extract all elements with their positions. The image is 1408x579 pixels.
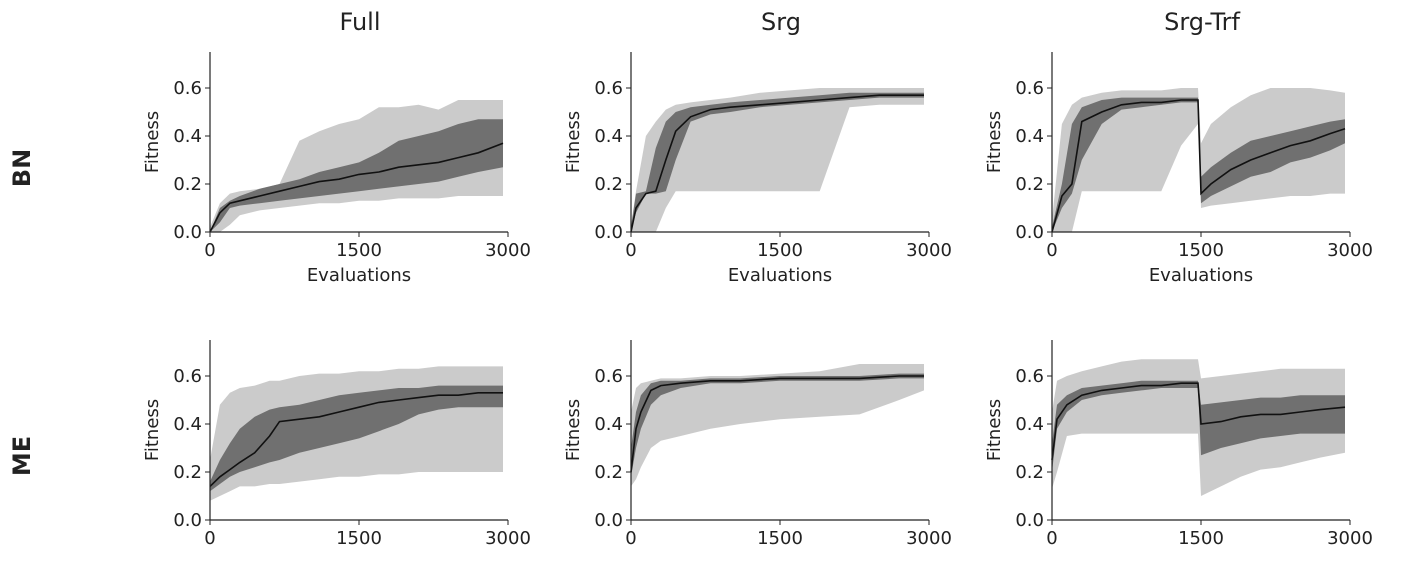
x-tick-label-me-srg-trf: 1500 (1178, 528, 1224, 549)
outer-band-me-srg-trf (1052, 359, 1345, 496)
y-tick-label-me-full: 0.4 (173, 414, 202, 435)
y-axis-label-me-full: Fitness (142, 399, 163, 461)
y-tick-label-me-srg-trf: 0.4 (1015, 414, 1044, 435)
y-axis-label-bn-full: Fitness (142, 111, 163, 173)
y-axis-label-bn-srg: Fitness (563, 111, 584, 173)
y-tick-label-me-full: 0.0 (173, 510, 202, 531)
outer-band-bn-srg-trf (1052, 88, 1345, 232)
mean-line-bn-srg (630, 94, 924, 233)
x-tick-label-bn-srg: 1500 (757, 240, 803, 261)
inner-band-me-full (210, 385, 503, 492)
x-tick-label-bn-srg: 0 (625, 240, 636, 261)
y-axis-label-me-srg: Fitness (563, 399, 584, 461)
y-tick-label-me-srg-trf: 0.2 (1015, 462, 1044, 483)
outer-band-bn-srg (631, 88, 924, 232)
subplot-bn-full: 0.0 0.2 0.4 0.6 0 1500 3000 Fitness Evaluations (142, 52, 531, 286)
y-tick-label-me-srg: 0.2 (594, 462, 623, 483)
x-tick-label-bn-full: 0 (204, 240, 215, 261)
x-tick-label-me-srg: 0 (625, 528, 636, 549)
y-tick-label-bn-srg-trf: 0.6 (1015, 78, 1044, 99)
subplot-me-srg: 0.0 0.2 0.4 0.6 0 1500 3000 Fitness (563, 340, 952, 549)
y-tick-label-bn-full: 0.6 (173, 78, 202, 99)
subplot-bn-srg-trf: 0.0 0.2 0.4 0.6 0 1500 3000 Fitness Evaluations (984, 52, 1373, 286)
inner-band-me-srg-trf (1052, 380, 1345, 472)
y-tick-label-bn-srg-trf: 0.0 (1015, 222, 1044, 243)
subplot-me-srg-trf: 0.0 0.2 0.4 0.6 0 1500 3000 Fitness (984, 340, 1373, 549)
x-tick-label-bn-srg-trf: 0 (1046, 240, 1057, 261)
x-tick-label-bn-srg: 3000 (906, 240, 952, 261)
y-tick-label-bn-srg: 0.4 (594, 126, 623, 147)
y-tick-label-me-full: 0.2 (173, 462, 202, 483)
mean-line-bn-srg-trf (1051, 99, 1346, 233)
mean-line-me-srg (630, 375, 924, 473)
y-tick-label-bn-srg-trf: 0.4 (1015, 126, 1044, 147)
x-tick-label-me-full: 0 (204, 528, 215, 549)
y-tick-label-me-srg: 0.0 (594, 510, 623, 531)
mean-line-me-srg-trf (1051, 382, 1346, 461)
mean-line-bn-full (209, 142, 504, 233)
y-tick-label-me-srg: 0.6 (594, 366, 623, 387)
y-tick-label-bn-full: 0.2 (173, 174, 202, 195)
y-tick-label-bn-srg: 0.2 (594, 174, 623, 195)
subplot-me-full: 0.0 0.2 0.4 0.6 0 1500 3000 Fitness (142, 340, 531, 549)
column-title-full: Full (339, 8, 380, 36)
inner-band-me-srg (631, 373, 924, 477)
x-axis-label-bn-srg: Evaluations (728, 265, 832, 286)
x-tick-label-me-srg-trf: 0 (1046, 528, 1057, 549)
x-tick-label-bn-full: 3000 (485, 240, 531, 261)
x-tick-label-bn-full: 1500 (336, 240, 382, 261)
y-axis-label-bn-srg-trf: Fitness (984, 111, 1005, 173)
y-tick-label-bn-srg-trf: 0.2 (1015, 174, 1044, 195)
row-label-me: ME (8, 436, 36, 476)
y-tick-label-me-srg-trf: 0.6 (1015, 366, 1044, 387)
y-tick-label-me-srg-trf: 0.0 (1015, 510, 1044, 531)
y-tick-label-bn-srg: 0.0 (594, 222, 623, 243)
x-tick-label-me-full: 1500 (336, 528, 382, 549)
y-tick-label-me-srg: 0.4 (594, 414, 623, 435)
x-axis-label-bn-full: Evaluations (307, 265, 411, 286)
x-axis-label-bn-srg-trf: Evaluations (1149, 265, 1253, 286)
x-tick-label-me-srg-trf: 3000 (1327, 528, 1373, 549)
x-tick-label-bn-srg-trf: 3000 (1327, 240, 1373, 261)
outer-band-me-srg (631, 364, 924, 487)
row-label-bn: BN (8, 149, 36, 187)
column-title-srg: Srg (761, 8, 801, 36)
inner-band-bn-srg-trf (1052, 97, 1345, 232)
mean-line-me-full (209, 392, 503, 487)
y-tick-label-me-full: 0.6 (173, 366, 202, 387)
column-title-srg-trf: Srg-Trf (1164, 8, 1240, 36)
y-tick-label-bn-srg: 0.6 (594, 78, 623, 99)
x-tick-label-me-srg: 3000 (906, 528, 952, 549)
x-tick-label-me-srg: 1500 (757, 528, 803, 549)
subplots: 0.00.20.40.60 1500 3000FitnessEvaluations0… (142, 52, 1373, 549)
x-tick-label-me-full: 3000 (485, 528, 531, 549)
y-tick-label-bn-full: 0.4 (173, 126, 202, 147)
y-axis-label-me-srg-trf: Fitness (984, 399, 1005, 461)
y-tick-label-bn-full: 0.0 (173, 222, 202, 243)
x-tick-label-bn-srg-trf: 1500 (1178, 240, 1224, 261)
subplot-bn-srg: 0.0 0.2 0.4 0.6 0 1500 3000 Fitness Evaluations (563, 52, 952, 286)
